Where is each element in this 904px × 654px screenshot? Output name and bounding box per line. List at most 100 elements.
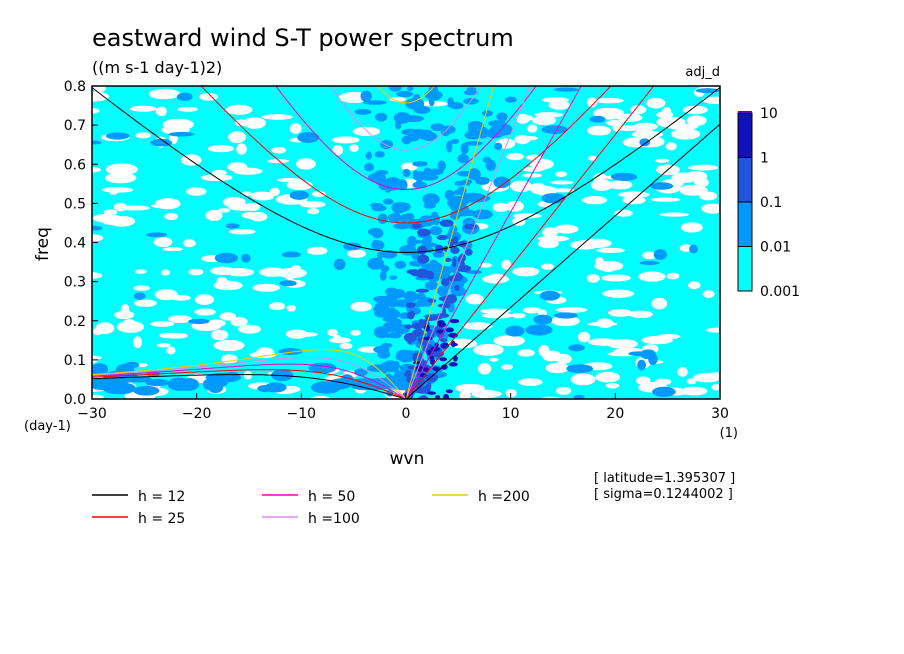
field-patch <box>493 176 511 189</box>
field-patch <box>289 190 310 200</box>
field-patch <box>446 294 457 304</box>
field-patch <box>427 391 437 395</box>
field-patch <box>188 268 204 276</box>
field-patch <box>285 329 308 339</box>
field-patch <box>286 304 297 312</box>
field-patch <box>554 312 578 319</box>
field-patch <box>677 367 688 377</box>
field-patch <box>213 339 245 352</box>
curve-ig-h100 <box>330 86 482 151</box>
y-tick-label: 0.0 <box>64 392 86 408</box>
field-patch <box>145 378 170 387</box>
field-patch <box>289 123 302 134</box>
field-patch <box>403 290 418 303</box>
curve-rossby-h25 <box>92 369 407 399</box>
field-patch <box>702 96 720 104</box>
field-patch <box>589 115 606 123</box>
field-patch <box>480 308 511 314</box>
field-patch <box>217 208 231 213</box>
curve-rossby-h100 <box>92 357 407 399</box>
curve-rossby-h50 <box>92 363 407 399</box>
field-patch <box>437 303 451 308</box>
x-tick-label: −30 <box>77 406 107 422</box>
dispersion-curves <box>92 86 720 399</box>
field-patch <box>167 377 191 391</box>
field-patch <box>427 298 437 303</box>
curve-kelvin-h25 <box>405 86 655 399</box>
field-patch <box>421 242 438 248</box>
x-axis-label: wvn <box>390 449 425 469</box>
field-patch <box>105 163 138 176</box>
field-patch <box>642 251 658 260</box>
field-patch <box>431 211 439 219</box>
curve-rossby-h200 <box>92 349 407 399</box>
field-patch <box>444 257 452 262</box>
field-patch <box>249 212 268 222</box>
field-patch <box>437 285 448 297</box>
field-patch <box>210 266 236 276</box>
field-patch <box>524 135 538 141</box>
field-patch <box>159 332 178 339</box>
field-patch <box>114 310 135 320</box>
field-patch <box>164 212 178 221</box>
field-patch <box>225 104 253 115</box>
colorbar-segment <box>737 157 753 203</box>
field-patch <box>600 261 616 273</box>
field-patch <box>566 364 594 374</box>
field-patch <box>219 312 236 321</box>
field-patch <box>376 295 391 305</box>
field-patch <box>92 167 101 173</box>
curve-ig-h12 <box>92 87 720 253</box>
field-patch <box>160 269 171 276</box>
field-patch <box>92 394 104 399</box>
field-patch <box>168 131 195 137</box>
field-patch <box>375 170 389 176</box>
y-tick-label: 0.3 <box>64 275 86 291</box>
field-patch <box>595 97 624 104</box>
field-patch <box>464 248 473 256</box>
field-patch <box>596 247 625 253</box>
field-patch <box>693 373 720 383</box>
field-patch <box>241 253 251 263</box>
field-patch <box>417 254 430 264</box>
field-patch <box>428 94 435 107</box>
field-patch <box>452 272 463 282</box>
field-patch <box>701 203 720 214</box>
field-patch <box>388 86 402 92</box>
field-patch <box>156 343 171 348</box>
legend-label: h =200 <box>478 489 530 505</box>
field-patch <box>421 131 438 142</box>
field-patch <box>605 382 620 389</box>
field-patch <box>436 265 453 276</box>
field-patch <box>436 234 448 241</box>
field-patch <box>411 322 424 330</box>
field-patch <box>482 156 492 163</box>
field-patch <box>134 299 157 307</box>
field-patch <box>450 286 466 297</box>
field-patch <box>176 92 193 101</box>
field-patch <box>297 132 320 143</box>
field-patch <box>418 129 426 138</box>
field-patch <box>652 386 676 397</box>
field-patch <box>399 244 417 256</box>
field-patch <box>628 310 653 319</box>
field-patch <box>343 242 362 251</box>
field-patch <box>347 249 366 258</box>
field-patch <box>493 335 525 347</box>
field-patch <box>608 309 633 317</box>
field-patch <box>162 247 183 252</box>
field-patch <box>518 378 543 387</box>
colorbar-label: 10 <box>760 106 778 122</box>
field-patch <box>429 226 443 236</box>
field-patch <box>395 119 402 130</box>
field-patch <box>221 354 238 364</box>
field-patch <box>505 96 517 103</box>
field-patch <box>435 395 441 399</box>
field-patch <box>228 228 256 235</box>
field-patch <box>412 361 421 365</box>
field-patch <box>392 288 406 299</box>
field-patch <box>651 297 668 310</box>
legend-label: h = 50 <box>308 489 355 505</box>
field-patch <box>428 86 439 94</box>
field-patch <box>371 239 379 249</box>
